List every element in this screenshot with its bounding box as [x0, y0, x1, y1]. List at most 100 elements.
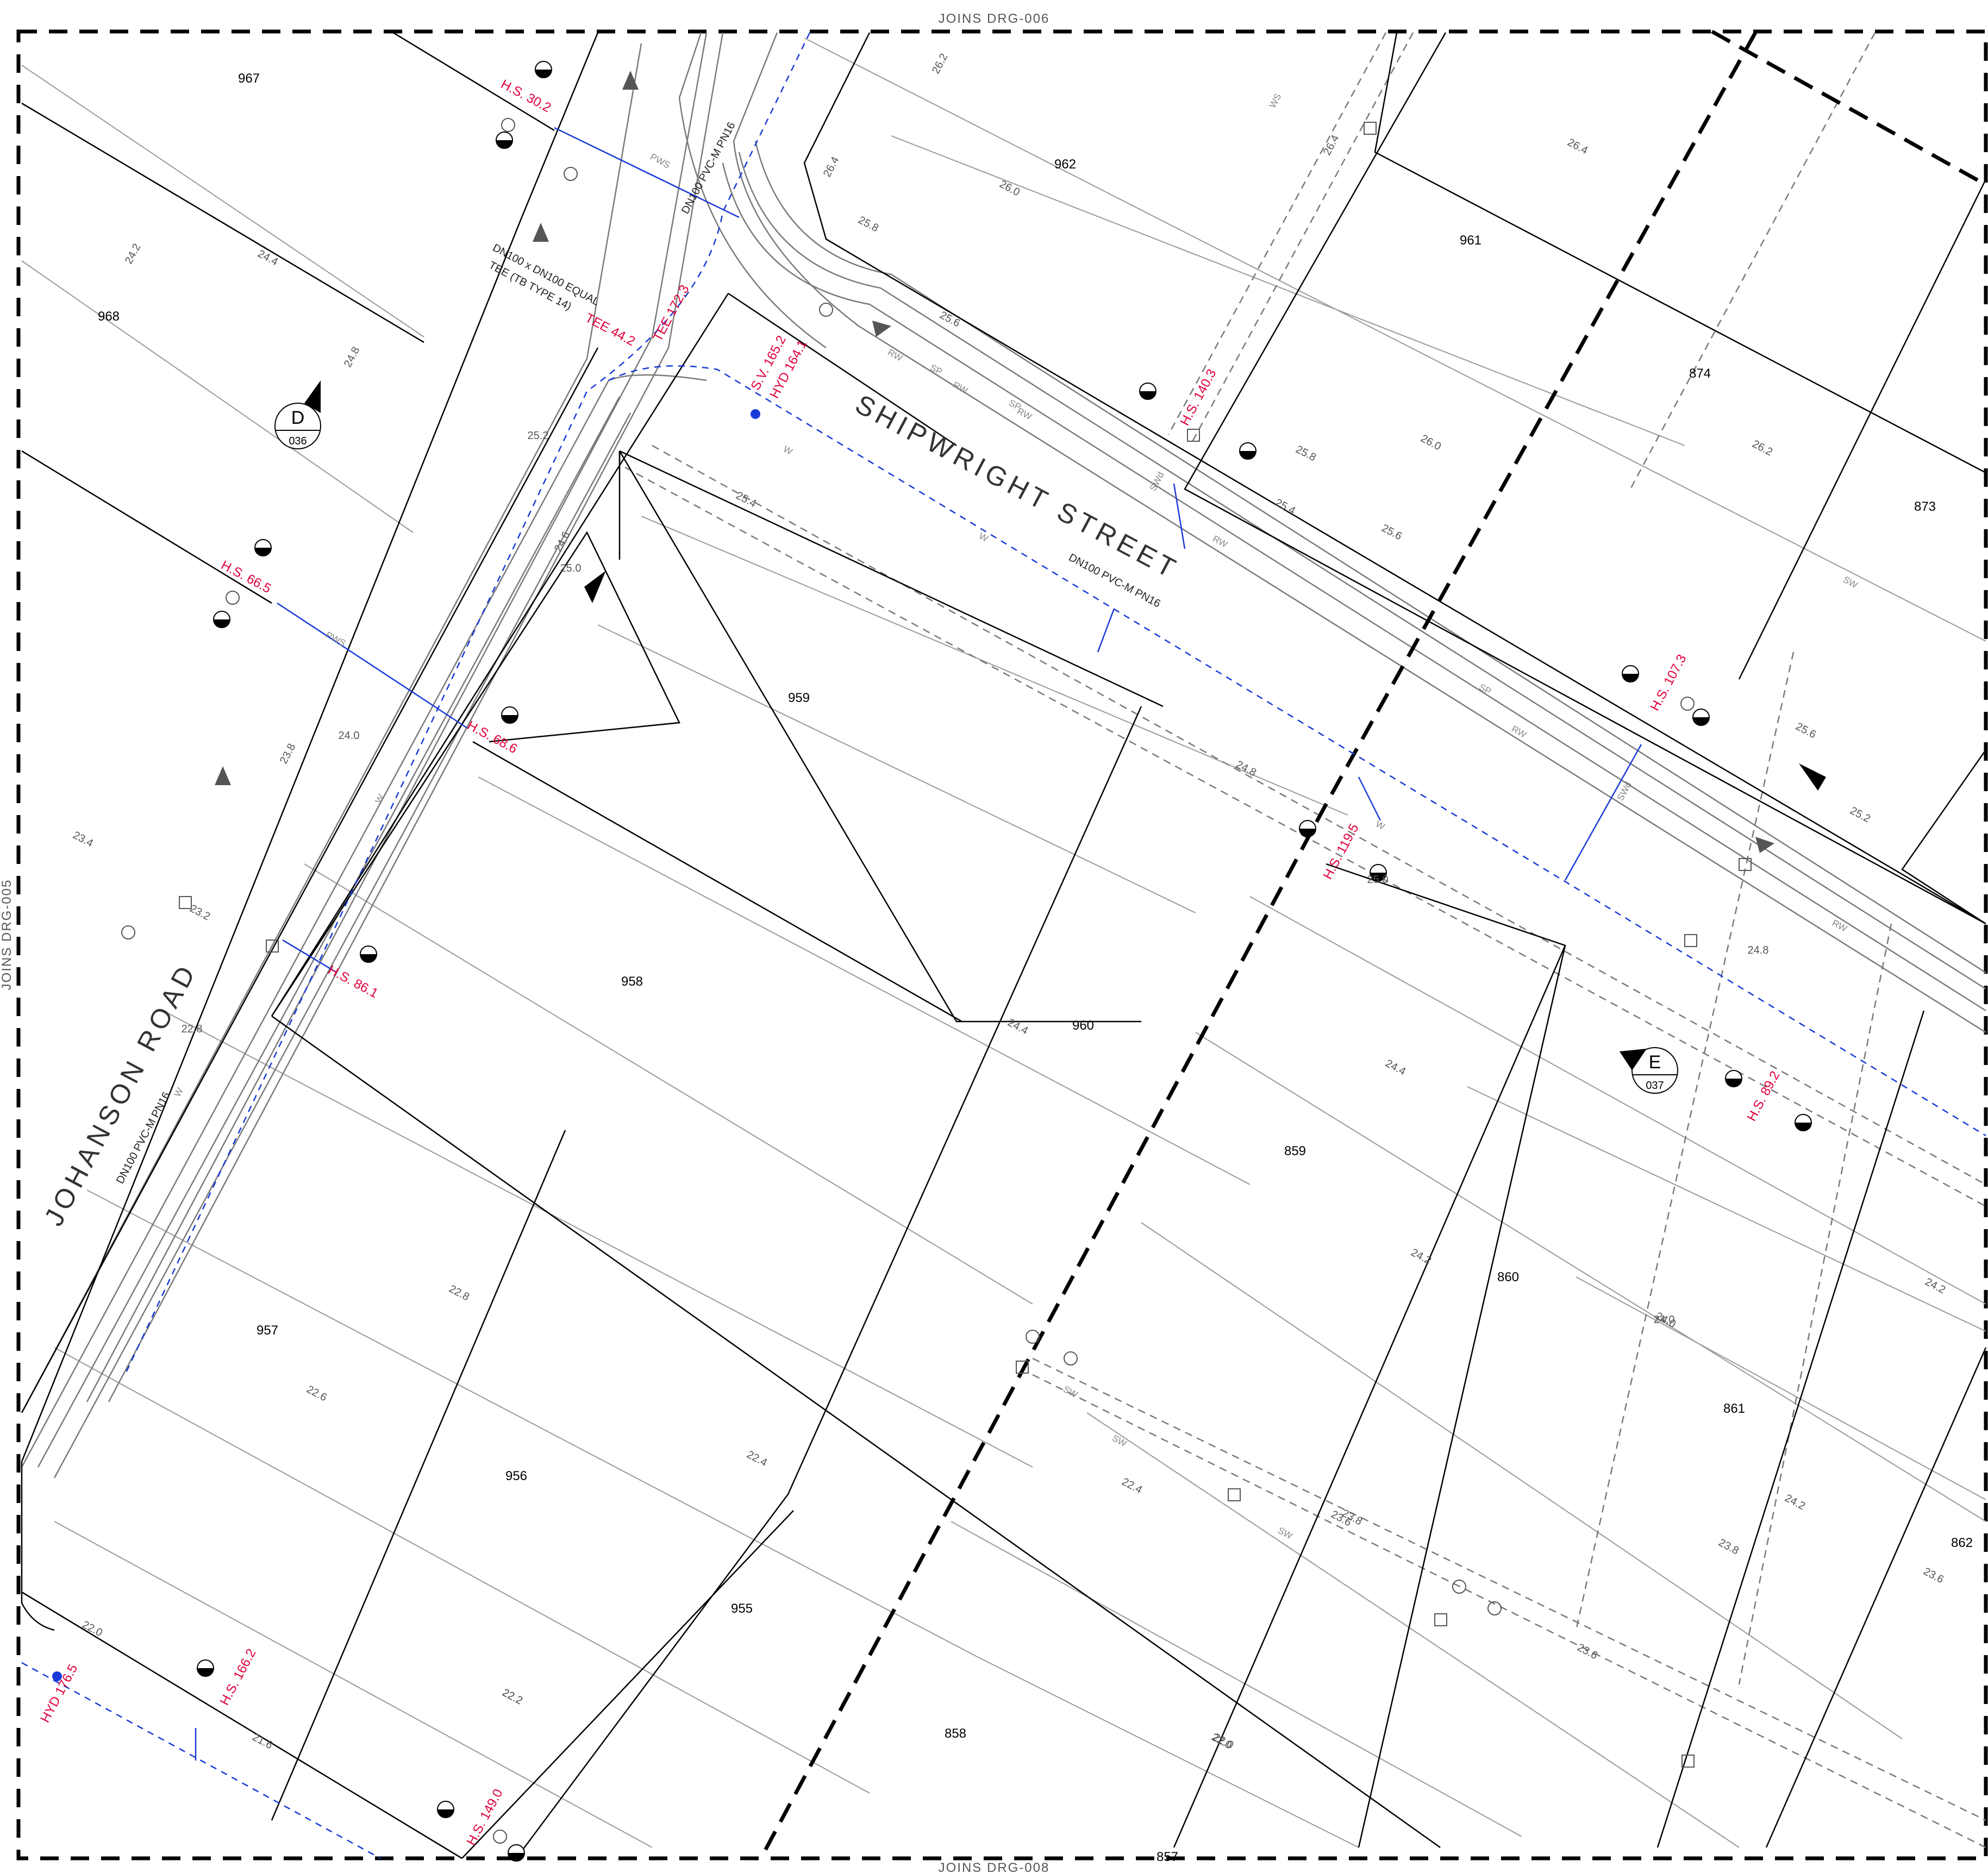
lot-number: 960 — [1072, 1018, 1094, 1033]
chainage-label: TEE 44.2 — [583, 310, 637, 349]
contour-label: 24.2 — [123, 242, 143, 266]
contour-label: 25.8 — [1293, 443, 1318, 464]
lot-number: 857 — [1156, 1850, 1178, 1864]
house-services — [195, 127, 1642, 1761]
chainage-label: H.S. 89.2 — [1744, 1069, 1783, 1124]
direction-arrow-icon — [584, 571, 1826, 791]
contour-label: 22.4 — [1120, 1476, 1144, 1496]
contour-label: 22.4 — [745, 1449, 769, 1469]
service-tag: SW — [1061, 1384, 1079, 1400]
contour-label: 25.0 — [1367, 874, 1389, 886]
contour-label: 26.4 — [1321, 133, 1342, 158]
service-tag: W — [1374, 819, 1386, 832]
road-edges — [21, 32, 1986, 1849]
section-letter: D — [291, 408, 305, 428]
contour-label: 21.6 — [250, 1731, 274, 1752]
lot-number: 958 — [621, 974, 643, 989]
contour-label: 25.2 — [528, 430, 549, 442]
lot-number: 962 — [1054, 157, 1076, 172]
bottom-join-label: JOINS DRG-008 — [939, 1861, 1050, 1873]
contour-label: 24.2 — [1409, 1246, 1433, 1267]
contour-label: 24.0 — [339, 730, 360, 742]
service-tag: RW — [1510, 724, 1528, 740]
lot-number: 858 — [945, 1726, 966, 1741]
contour-label: 26.2 — [930, 52, 951, 76]
zone-boundary — [759, 29, 1987, 1859]
contour-label: 26.0 — [997, 178, 1022, 199]
section-letter: E — [1649, 1052, 1661, 1073]
service-tag: SWd — [1615, 780, 1634, 802]
lot-number: 859 — [1284, 1144, 1306, 1158]
contour-label: 25.4 — [1273, 497, 1297, 517]
contour-label: 24.0 — [1653, 1310, 1678, 1331]
contour-label: 26.4 — [1565, 136, 1590, 157]
flow-arrow-icon — [215, 71, 1774, 853]
contour-label: 26.2 — [1750, 438, 1774, 459]
chainage-label: H.S. 119.5 — [1320, 822, 1361, 882]
lot-number: 861 — [1723, 1401, 1745, 1416]
contour-label: 25.2 — [1848, 805, 1872, 825]
water-main — [21, 32, 1986, 1859]
contour-label: 26.4 — [821, 155, 842, 179]
contour-label: 22.8 — [182, 1023, 203, 1035]
lot-number: 955 — [731, 1601, 753, 1616]
sheet-border — [16, 29, 1988, 1861]
contour-lines — [21, 37, 1986, 1848]
street-name-shipwright: SHIPWRIGHT STREET — [851, 389, 1184, 585]
contour-label: 22.2 — [500, 1687, 524, 1707]
chainage-label: H.S. 140.3 — [1177, 367, 1219, 428]
hydrant-icon — [751, 409, 760, 419]
service-tag: W — [373, 793, 386, 805]
service-tag: W — [172, 1086, 185, 1099]
lot-boundaries — [21, 30, 1987, 1859]
lot-number: 956 — [505, 1469, 527, 1483]
top-join-label: JOINS DRG-006 — [939, 11, 1050, 26]
service-tag: RW — [886, 347, 904, 364]
lot-number: 967 — [238, 71, 260, 86]
lot-number: 957 — [257, 1323, 278, 1338]
meter-symbols — [197, 61, 1812, 1862]
contour-label: 22.6 — [304, 1383, 329, 1404]
contour-label: 23.6 — [1921, 1565, 1946, 1586]
section-sheet: 036 — [289, 435, 307, 447]
contour-label: 24.2 — [1783, 1492, 1807, 1513]
contour-label: 24.0 — [1654, 1314, 1675, 1326]
contour-label: 22.8 — [447, 1283, 471, 1304]
service-tag: WS — [1267, 92, 1284, 110]
contour-label: 24.4 — [255, 248, 280, 268]
service-tag: SP — [928, 362, 944, 377]
contour-label: 23.8 — [1716, 1537, 1741, 1557]
contour-label: 23.2 — [187, 903, 212, 923]
service-tag: PWS — [648, 152, 672, 171]
lot-number: 959 — [788, 691, 810, 705]
lot-number: 873 — [1914, 499, 1936, 514]
section-marker-d: D 036 — [274, 380, 321, 449]
contour-label: 23.4 — [71, 829, 95, 850]
contour-label: 25.0 — [560, 562, 582, 574]
service-tag: SW — [1276, 1525, 1294, 1542]
lot-number: 860 — [1497, 1270, 1519, 1285]
contour-label: 24.4 — [1005, 1017, 1030, 1037]
service-tag: SP — [1477, 682, 1493, 697]
service-tag: SW — [1110, 1433, 1128, 1449]
service-tag: RW — [1830, 918, 1849, 934]
chainage-label: H.S. 86.1 — [326, 962, 380, 1001]
contour-label: 24.4 — [1383, 1057, 1408, 1078]
contour-label: 25.6 — [1379, 522, 1404, 543]
pits — [121, 118, 1752, 1844]
lot-number: 862 — [1951, 1536, 1973, 1550]
contour-label: 23.6 — [1575, 1642, 1599, 1662]
chainage-label: H.S. 66.5 — [218, 557, 273, 596]
service-tag: SW — [1841, 574, 1859, 591]
hydrant-icon — [52, 1671, 62, 1681]
chainage-label: H.S. 30.2 — [498, 77, 553, 115]
chainage-label: H.S. 107.3 — [1647, 652, 1689, 713]
section-marker-e: E 037 — [1620, 1047, 1678, 1094]
contour-label: 22.0 — [80, 1619, 104, 1639]
chainage-label: H.S. 166.2 — [217, 1646, 259, 1708]
contour-label: 25.6 — [1793, 721, 1818, 741]
section-sheet: 037 — [1646, 1080, 1664, 1092]
service-tag: W — [782, 444, 794, 457]
chainage-label: HYD 176.5 — [37, 1662, 80, 1725]
